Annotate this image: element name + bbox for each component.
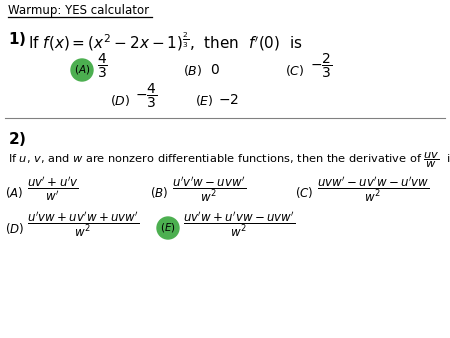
Text: $\dfrac{uv^{\prime}w+u^{\prime}vw-uvw^{\prime}}{w^2}$: $\dfrac{uv^{\prime}w+u^{\prime}vw-uvw^{\… <box>183 209 296 239</box>
Text: $(D)$: $(D)$ <box>110 93 130 107</box>
Text: $-\dfrac{2}{3}$: $-\dfrac{2}{3}$ <box>310 52 333 80</box>
Text: Warmup: YES calculator: Warmup: YES calculator <box>8 4 149 17</box>
Text: $0$: $0$ <box>210 63 220 77</box>
Text: $\mathbf{1)}$: $\mathbf{1)}$ <box>8 30 26 48</box>
Text: $\dfrac{uv^{\prime}+u^{\prime}v}{w^{\prime}}$: $\dfrac{uv^{\prime}+u^{\prime}v}{w^{\pri… <box>27 175 79 203</box>
Text: $\mathbf{2)}$: $\mathbf{2)}$ <box>8 130 26 148</box>
Text: $-\dfrac{4}{3}$: $-\dfrac{4}{3}$ <box>135 82 158 110</box>
Text: $(E)$: $(E)$ <box>195 93 214 107</box>
Text: $(A)$: $(A)$ <box>74 64 90 76</box>
Text: $(B)$: $(B)$ <box>183 63 202 77</box>
Text: If $u$, $v$, and $w$ are nonzero differentiable functions, then the derivative o: If $u$, $v$, and $w$ are nonzero differe… <box>8 150 450 170</box>
Text: $\dfrac{u^{\prime}v^{\prime}w-uvw^{\prime}}{w^2}$: $\dfrac{u^{\prime}v^{\prime}w-uvw^{\prim… <box>172 174 246 204</box>
Text: $(C)$: $(C)$ <box>285 63 304 77</box>
Circle shape <box>157 217 179 239</box>
Text: If $f(x)=(x^2-2x-1)^{\frac{2}{3}}$,  then  $f'(0)$  is: If $f(x)=(x^2-2x-1)^{\frac{2}{3}}$, then… <box>28 30 303 53</box>
Text: $-2$: $-2$ <box>218 93 239 107</box>
Text: $\dfrac{uvw^{\prime}-uv^{\prime}w-u^{\prime}vw}{w^2}$: $\dfrac{uvw^{\prime}-uv^{\prime}w-u^{\pr… <box>317 174 429 204</box>
Text: $(D)$: $(D)$ <box>5 220 24 236</box>
Text: $\dfrac{4}{3}$: $\dfrac{4}{3}$ <box>97 52 108 80</box>
Text: $\dfrac{u^{\prime}vw+uv^{\prime}w+uvw^{\prime}}{w^2}$: $\dfrac{u^{\prime}vw+uv^{\prime}w+uvw^{\… <box>27 209 140 239</box>
Text: $(A)$: $(A)$ <box>5 186 23 200</box>
Text: $(E)$: $(E)$ <box>160 221 176 235</box>
Text: $(C)$: $(C)$ <box>295 186 313 200</box>
Text: $(B)$: $(B)$ <box>150 186 168 200</box>
Circle shape <box>71 59 93 81</box>
